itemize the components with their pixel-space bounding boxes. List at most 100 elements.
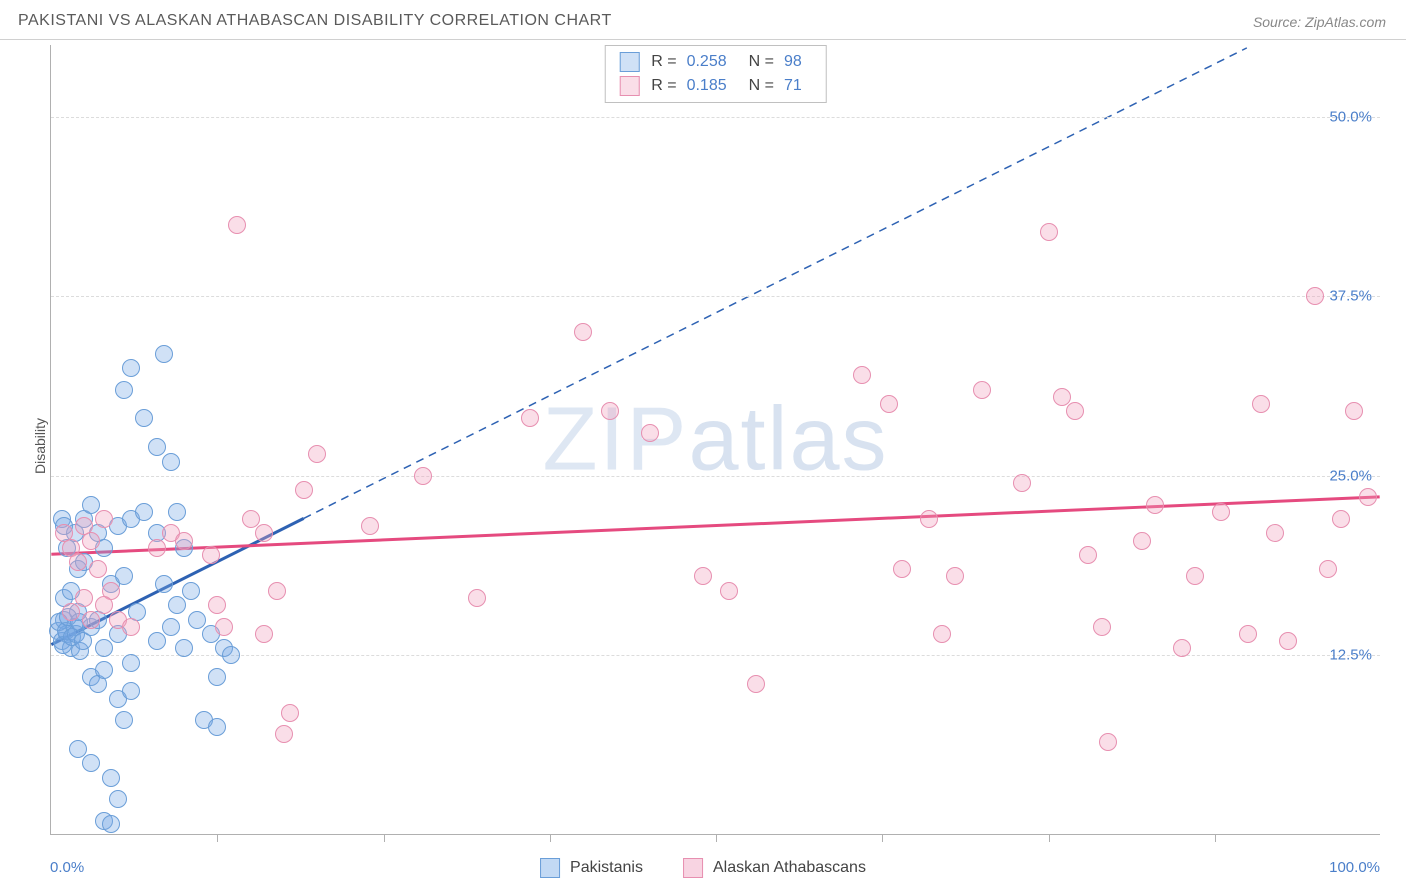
point-athabascan[interactable] xyxy=(574,323,592,341)
gridline xyxy=(51,476,1380,477)
point-pakistani[interactable] xyxy=(175,639,193,657)
point-athabascan[interactable] xyxy=(215,618,233,636)
y-tick-label: 12.5% xyxy=(1317,647,1372,664)
point-pakistani[interactable] xyxy=(95,639,113,657)
point-athabascan[interactable] xyxy=(1345,402,1363,420)
point-athabascan[interactable] xyxy=(82,611,100,629)
legend-item[interactable]: Pakistanis xyxy=(540,858,643,878)
point-athabascan[interactable] xyxy=(1079,546,1097,564)
point-pakistani[interactable] xyxy=(182,582,200,600)
point-athabascan[interactable] xyxy=(361,517,379,535)
point-pakistani[interactable] xyxy=(135,409,153,427)
x-tick xyxy=(1049,834,1050,842)
point-athabascan[interactable] xyxy=(202,546,220,564)
point-pakistani[interactable] xyxy=(135,503,153,521)
point-athabascan[interactable] xyxy=(973,381,991,399)
point-athabascan[interactable] xyxy=(1252,395,1270,413)
point-athabascan[interactable] xyxy=(1093,618,1111,636)
stat-r-label: R = xyxy=(651,53,676,71)
point-athabascan[interactable] xyxy=(946,567,964,585)
point-athabascan[interactable] xyxy=(69,553,87,571)
point-pakistani[interactable] xyxy=(168,596,186,614)
point-pakistani[interactable] xyxy=(102,769,120,787)
point-pakistani[interactable] xyxy=(115,567,133,585)
point-athabascan[interactable] xyxy=(1040,223,1058,241)
point-athabascan[interactable] xyxy=(268,582,286,600)
point-pakistani[interactable] xyxy=(69,740,87,758)
point-athabascan[interactable] xyxy=(1146,496,1164,514)
point-athabascan[interactable] xyxy=(75,589,93,607)
point-athabascan[interactable] xyxy=(853,366,871,384)
point-athabascan[interactable] xyxy=(1359,488,1377,506)
point-athabascan[interactable] xyxy=(720,582,738,600)
point-athabascan[interactable] xyxy=(893,560,911,578)
point-athabascan[interactable] xyxy=(1099,733,1117,751)
legend-item[interactable]: Alaskan Athabascans xyxy=(683,858,866,878)
point-athabascan[interactable] xyxy=(1306,287,1324,305)
point-athabascan[interactable] xyxy=(1279,632,1297,650)
point-athabascan[interactable] xyxy=(122,618,140,636)
point-pakistani[interactable] xyxy=(95,661,113,679)
point-pakistani[interactable] xyxy=(208,718,226,736)
point-athabascan[interactable] xyxy=(1319,560,1337,578)
point-athabascan[interactable] xyxy=(1186,567,1204,585)
point-athabascan[interactable] xyxy=(880,395,898,413)
point-athabascan[interactable] xyxy=(1133,532,1151,550)
point-athabascan[interactable] xyxy=(1239,625,1257,643)
point-athabascan[interactable] xyxy=(1053,388,1071,406)
point-athabascan[interactable] xyxy=(601,402,619,420)
bottom-legend: Pakistanis Alaskan Athabascans xyxy=(540,858,866,878)
point-athabascan[interactable] xyxy=(1332,510,1350,528)
point-athabascan[interactable] xyxy=(641,424,659,442)
point-pakistani[interactable] xyxy=(155,575,173,593)
point-athabascan[interactable] xyxy=(228,216,246,234)
point-athabascan[interactable] xyxy=(255,625,273,643)
point-pakistani[interactable] xyxy=(122,654,140,672)
point-athabascan[interactable] xyxy=(1266,524,1284,542)
point-athabascan[interactable] xyxy=(414,467,432,485)
point-athabascan[interactable] xyxy=(275,725,293,743)
point-athabascan[interactable] xyxy=(1212,503,1230,521)
point-athabascan[interactable] xyxy=(295,481,313,499)
point-athabascan[interactable] xyxy=(82,532,100,550)
point-athabascan[interactable] xyxy=(95,596,113,614)
point-pakistani[interactable] xyxy=(162,618,180,636)
point-pakistani[interactable] xyxy=(148,438,166,456)
point-pakistani[interactable] xyxy=(208,668,226,686)
point-athabascan[interactable] xyxy=(281,704,299,722)
point-pakistani[interactable] xyxy=(122,682,140,700)
point-athabascan[interactable] xyxy=(747,675,765,693)
point-athabascan[interactable] xyxy=(694,567,712,585)
point-pakistani[interactable] xyxy=(82,754,100,772)
point-athabascan[interactable] xyxy=(89,560,107,578)
point-athabascan[interactable] xyxy=(521,409,539,427)
point-pakistani[interactable] xyxy=(122,359,140,377)
point-pakistani[interactable] xyxy=(162,453,180,471)
point-athabascan[interactable] xyxy=(308,445,326,463)
point-athabascan[interactable] xyxy=(242,510,260,528)
point-athabascan[interactable] xyxy=(255,524,273,542)
point-pakistani[interactable] xyxy=(109,790,127,808)
point-pakistani[interactable] xyxy=(155,345,173,363)
point-athabascan[interactable] xyxy=(148,539,166,557)
point-pakistani[interactable] xyxy=(222,646,240,664)
point-pakistani[interactable] xyxy=(82,496,100,514)
point-pakistani[interactable] xyxy=(168,503,186,521)
point-athabascan[interactable] xyxy=(95,510,113,528)
point-athabascan[interactable] xyxy=(1013,474,1031,492)
point-pakistani[interactable] xyxy=(148,632,166,650)
point-athabascan[interactable] xyxy=(1066,402,1084,420)
source-link[interactable]: Source: ZipAtlas.com xyxy=(1253,14,1386,30)
point-pakistani[interactable] xyxy=(115,711,133,729)
point-pakistani[interactable] xyxy=(102,815,120,833)
point-pakistani[interactable] xyxy=(115,381,133,399)
stat-r-label: R = xyxy=(651,77,676,95)
point-pakistani[interactable] xyxy=(188,611,206,629)
point-athabascan[interactable] xyxy=(1173,639,1191,657)
point-athabascan[interactable] xyxy=(468,589,486,607)
point-athabascan[interactable] xyxy=(175,532,193,550)
point-athabascan[interactable] xyxy=(920,510,938,528)
point-athabascan[interactable] xyxy=(933,625,951,643)
point-athabascan[interactable] xyxy=(62,603,80,621)
point-athabascan[interactable] xyxy=(208,596,226,614)
